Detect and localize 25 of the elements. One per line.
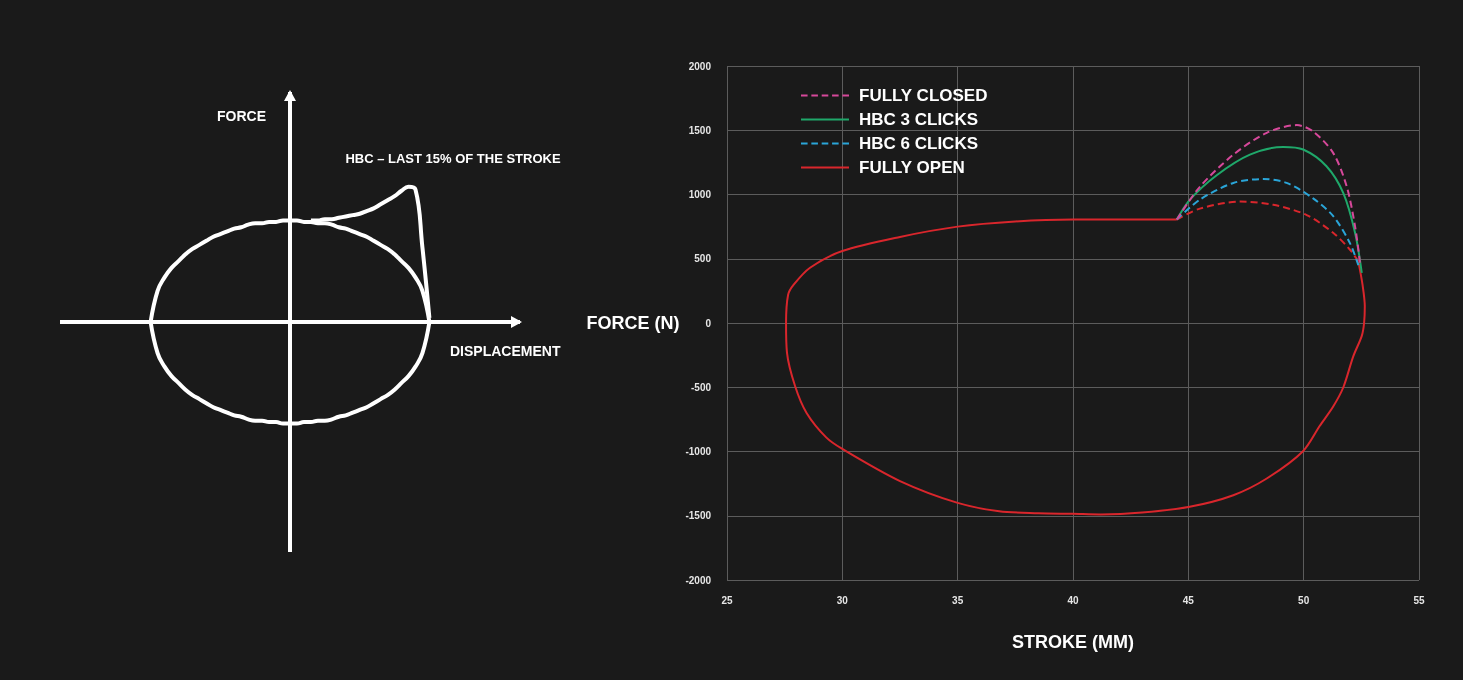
y-tick-label: -1500 — [685, 510, 712, 522]
y-tick-label: 2000 — [688, 60, 712, 72]
x-tick-label: 30 — [836, 594, 849, 606]
y-tick-label: -500 — [690, 381, 712, 393]
x-tick-label: 25 — [721, 594, 733, 606]
x-axis-title: STROKE (MM) — [1012, 632, 1134, 652]
y-tick-label: 1000 — [688, 189, 712, 200]
y-axis-title: FORCE — [217, 108, 266, 124]
x-tick-label: 55 — [1413, 594, 1425, 606]
text: HBC – LAST 15% OF THE STROKE — [345, 150, 561, 166]
x-tick-label: 35 — [952, 594, 964, 606]
y-tick-label: 1500 — [688, 124, 712, 136]
legend-label: HBC 6 CLICKS — [859, 134, 979, 153]
y-tick-label: -2000 — [685, 574, 712, 586]
x-axis-title: DISPLACEMENT — [450, 343, 561, 359]
y-tick-label: -1000 — [685, 446, 712, 457]
legend-label: FULLY OPEN — [859, 158, 965, 177]
legend-label: HBC 3 CLICKS — [859, 110, 979, 129]
y-tick-label: 500 — [694, 253, 712, 265]
y-axis-title: FORCE (N) — [586, 313, 680, 333]
x-tick-label: 45 — [1182, 594, 1195, 606]
y-tick-label: 0 — [705, 317, 712, 329]
x-tick-label: 40 — [1067, 594, 1079, 606]
legend-label: FULLY CLOSED — [859, 86, 988, 105]
x-tick-label: 50 — [1298, 594, 1310, 606]
